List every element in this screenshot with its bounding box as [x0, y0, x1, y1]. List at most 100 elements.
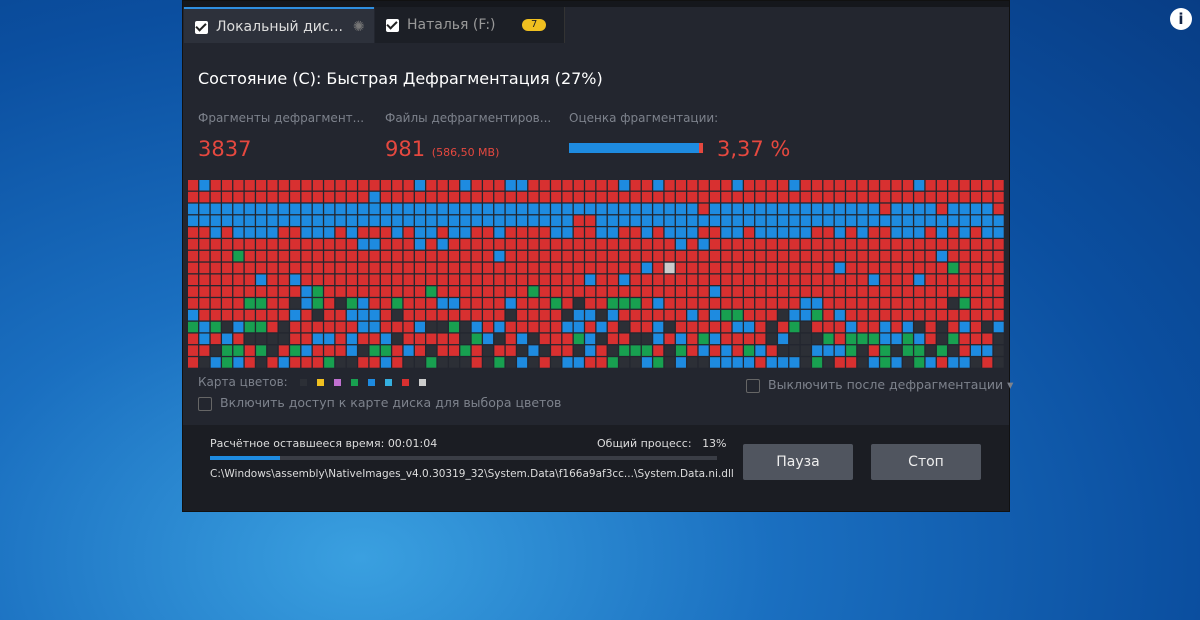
cell [188, 321, 199, 333]
cell [800, 227, 811, 238]
cell [993, 250, 1004, 262]
cell [880, 286, 891, 297]
cell [868, 203, 879, 215]
cell [823, 227, 834, 238]
pause-button[interactable]: Пауза [743, 444, 853, 480]
cell [585, 309, 596, 321]
cell [902, 274, 913, 286]
cell [483, 333, 494, 345]
cell [902, 180, 913, 191]
cell [505, 357, 516, 368]
cell [358, 357, 369, 368]
cell [414, 309, 425, 321]
cell [698, 321, 709, 333]
cell [766, 309, 777, 321]
cell [244, 357, 255, 368]
checkbox[interactable]: Включить доступ к карте диска для выбора… [198, 395, 561, 411]
cell [290, 357, 301, 368]
cell [721, 333, 732, 345]
cell [653, 357, 664, 368]
cell [188, 215, 199, 226]
cell [993, 239, 1004, 250]
cell [630, 345, 641, 356]
cell [358, 215, 369, 226]
cell [335, 345, 346, 356]
cell [414, 180, 425, 191]
cell [959, 309, 970, 321]
cell [993, 321, 1004, 333]
cell [346, 215, 357, 226]
cell [403, 333, 414, 345]
cell [812, 321, 823, 333]
cell [846, 215, 857, 226]
cell [744, 250, 755, 262]
cell [358, 250, 369, 262]
cell [834, 203, 845, 215]
cell [800, 203, 811, 215]
cell [346, 345, 357, 356]
cell [471, 239, 482, 250]
cell [653, 250, 664, 262]
cell [982, 333, 993, 345]
cell [698, 227, 709, 238]
cell [970, 345, 982, 356]
cell [948, 345, 959, 356]
cell [687, 262, 698, 274]
cell [970, 333, 982, 345]
cell [335, 239, 346, 250]
cell [641, 286, 652, 297]
cell [448, 203, 460, 215]
cell [607, 227, 618, 238]
cell [539, 262, 550, 274]
cell [755, 262, 766, 274]
cell [607, 298, 618, 309]
cell [755, 298, 766, 309]
cell [709, 250, 721, 262]
cell [414, 345, 425, 356]
stop-button[interactable]: Стоп [871, 444, 981, 480]
cell [653, 345, 664, 356]
cell [312, 215, 323, 226]
cell [789, 274, 800, 286]
cell [380, 227, 391, 238]
cell [335, 274, 346, 286]
cell [732, 215, 743, 226]
cell [188, 345, 199, 356]
cell [278, 239, 289, 250]
cell [562, 345, 573, 356]
cell [233, 321, 244, 333]
cell [335, 333, 346, 345]
cell [936, 321, 947, 333]
cell [528, 227, 539, 238]
cell [573, 262, 584, 274]
cell [312, 250, 323, 262]
cell [562, 333, 573, 345]
cell [278, 180, 289, 191]
cell [664, 345, 675, 356]
cell [551, 239, 562, 250]
cell [846, 309, 857, 321]
cell [744, 227, 755, 238]
cell [188, 239, 199, 250]
cell [256, 250, 267, 262]
cell [732, 357, 743, 368]
cell [460, 298, 471, 309]
cell [721, 298, 732, 309]
cell [256, 345, 267, 356]
cell [573, 239, 584, 250]
tab[interactable]: Наталья (F:) 7 [375, 7, 565, 43]
tab[interactable]: Локальный дис... ✺ [184, 7, 374, 43]
cell [709, 345, 721, 356]
cell [687, 215, 698, 226]
cell [834, 298, 845, 309]
cell [471, 191, 482, 203]
checkbox[interactable]: Выключить после дефрагментации ▾ [746, 377, 1013, 393]
cell [233, 333, 244, 345]
info-icon[interactable]: i [1170, 8, 1192, 30]
cell [846, 203, 857, 215]
cell [596, 274, 607, 286]
cell [437, 286, 448, 297]
cell [698, 239, 709, 250]
cell [210, 298, 221, 309]
cell [653, 321, 664, 333]
